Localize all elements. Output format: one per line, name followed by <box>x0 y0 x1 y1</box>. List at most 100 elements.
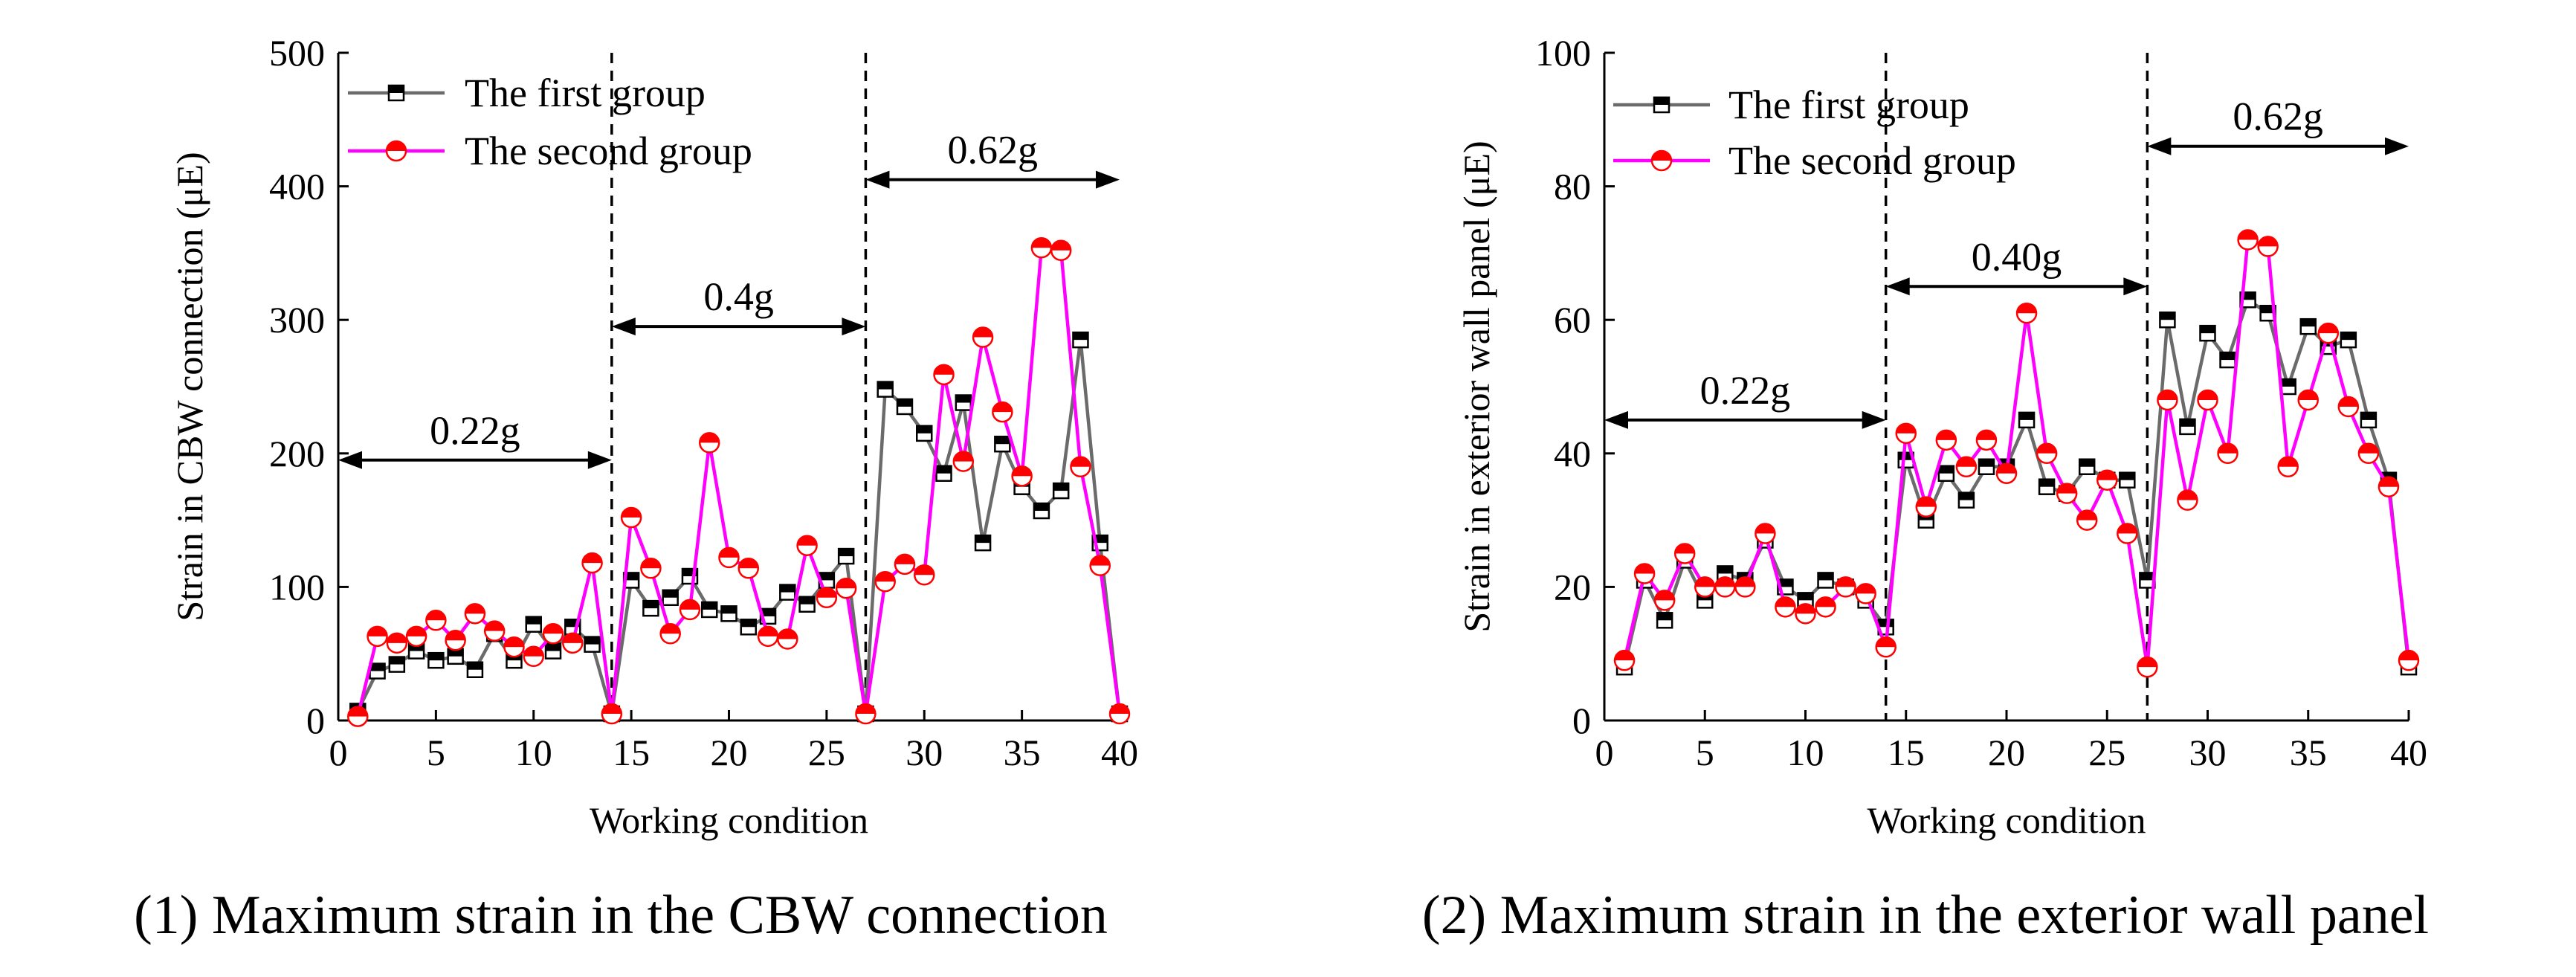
region-arrow-left-head <box>611 317 636 336</box>
data-point-circle <box>2036 442 2058 465</box>
legend-label: The second group <box>465 129 752 173</box>
marker-fill <box>897 399 912 407</box>
marker-fill <box>2120 472 2135 480</box>
x-tick-label: 25 <box>2088 732 2125 773</box>
marker-fill <box>682 569 697 577</box>
marker-fill <box>1938 465 1954 474</box>
marker-fill <box>1655 590 1675 601</box>
data-point-circle <box>620 506 642 529</box>
x-tick-label: 5 <box>1696 732 1714 773</box>
data-point-circle <box>425 610 447 631</box>
data-point-circle <box>581 552 603 574</box>
data-point-circle <box>2096 469 2118 491</box>
marker-fill <box>875 572 895 582</box>
data-point-circle <box>933 364 955 386</box>
x-tick-label: 35 <box>1004 732 1041 773</box>
marker-fill <box>2378 477 2398 487</box>
marker-fill <box>1956 457 1976 467</box>
data-point-circle <box>1673 543 1696 564</box>
data-point-circle <box>1089 555 1111 576</box>
marker-fill <box>1876 637 1896 648</box>
marker-fill <box>1031 238 1051 248</box>
data-point-circle <box>1815 596 1836 618</box>
marker-fill <box>369 663 385 671</box>
marker-fill <box>719 547 739 558</box>
data-point-square <box>447 648 464 665</box>
data-point-circle <box>1070 456 1091 478</box>
marker-fill <box>2039 479 2055 487</box>
legend-marker-fill <box>389 86 404 93</box>
data-point-square <box>720 605 737 622</box>
marker-fill <box>582 553 602 564</box>
data-point-circle <box>464 603 486 625</box>
data-point-circle <box>835 577 857 599</box>
marker-fill <box>2037 443 2057 454</box>
region-label: 0.22g <box>430 408 520 453</box>
marker-fill <box>2280 379 2296 387</box>
region-label: 0.62g <box>2233 94 2323 139</box>
marker-fill <box>2017 303 2037 314</box>
data-point-circle <box>2317 322 2340 344</box>
data-point-square <box>2038 478 2056 495</box>
data-point-square <box>974 534 992 552</box>
x-axis-title: Working condition <box>590 799 868 841</box>
marker-fill <box>917 425 932 433</box>
marker-fill <box>761 608 776 616</box>
marker-fill <box>1717 566 1733 574</box>
data-point-square <box>1937 465 1955 482</box>
x-tick-label: 20 <box>1988 732 2025 773</box>
marker-fill <box>523 646 543 657</box>
legend-marker-fill <box>1654 97 1669 105</box>
marker-fill <box>1715 577 1735 587</box>
data-point-circle <box>1694 576 1716 598</box>
marker-fill <box>2298 390 2318 400</box>
marker-fill <box>1836 577 1856 587</box>
marker-fill <box>2278 457 2298 467</box>
marker-fill <box>389 657 404 665</box>
marker-fill <box>2360 412 2376 420</box>
data-point-circle <box>347 706 369 727</box>
marker-fill <box>973 327 993 338</box>
marker-fill <box>387 633 407 643</box>
data-point-square <box>2119 471 2136 488</box>
marker-fill <box>1898 452 1914 460</box>
marker-fill <box>348 706 368 717</box>
series-line <box>1622 238 2411 669</box>
data-point-square <box>994 435 1011 453</box>
data-point-square <box>779 584 796 601</box>
data-point-circle <box>796 535 818 556</box>
marker-fill <box>1798 593 1813 601</box>
data-point-circle <box>894 553 916 575</box>
data-point-circle <box>2297 389 2319 411</box>
marker-fill <box>641 558 661 569</box>
data-point-circle <box>1875 636 1897 658</box>
marker-fill <box>819 573 834 581</box>
data-point-circle <box>1734 576 1756 598</box>
marker-fill <box>662 590 678 598</box>
data-point-circle <box>972 326 994 348</box>
marker-fill <box>894 554 914 564</box>
data-point-circle <box>1755 523 1776 544</box>
data-point-circle <box>503 636 525 658</box>
marker-fill <box>2218 443 2238 454</box>
data-point-square <box>1052 482 1070 500</box>
data-point-square <box>837 547 855 565</box>
data-point-circle <box>1915 496 1937 517</box>
data-point-circle <box>679 599 701 621</box>
data-point-circle <box>2237 229 2259 251</box>
marker-fill <box>1110 704 1129 715</box>
marker-fill <box>2180 419 2195 427</box>
x-tick-label: 10 <box>1787 732 1824 773</box>
data-point-square <box>955 394 972 411</box>
region-arrow-right-head <box>842 317 866 336</box>
data-point-square <box>1656 612 1673 629</box>
marker-fill <box>526 616 541 625</box>
marker-fill <box>2137 657 2157 668</box>
data-point-circle <box>2378 476 2400 497</box>
marker-fill <box>1092 535 1108 544</box>
data-point-square <box>2219 351 2236 369</box>
chart-caption: (2) Maximum strain in the exterior wall … <box>1422 885 2429 946</box>
data-point-circle <box>2015 302 2038 324</box>
chart-cbw-connection: 0 5 10 15 20 25 30 35 400100200300400500Working … <box>134 32 1138 946</box>
